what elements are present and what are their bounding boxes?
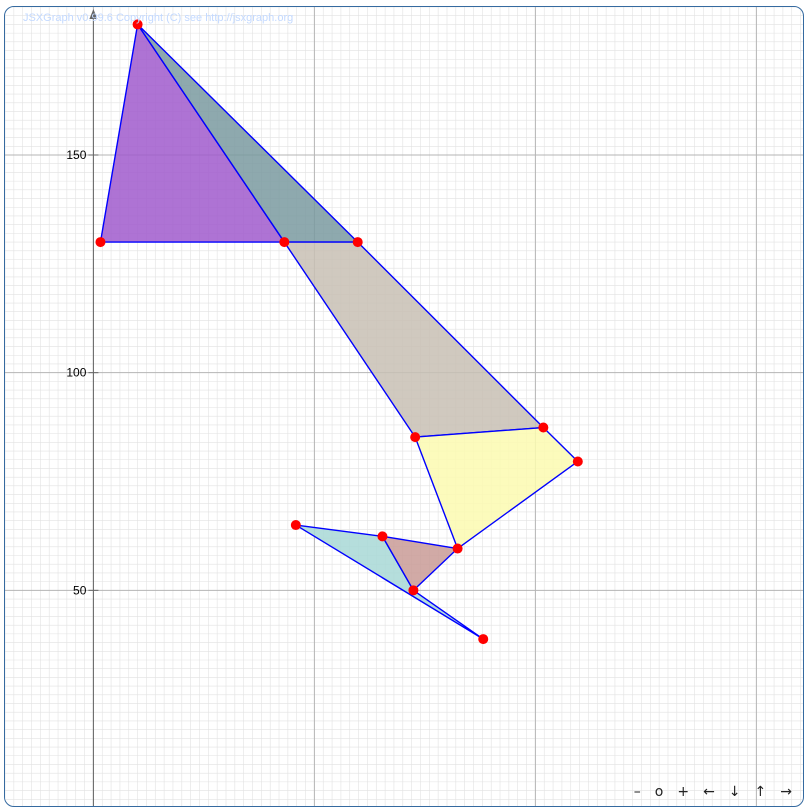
point-l[interactable] bbox=[408, 585, 419, 596]
polygons bbox=[99, 23, 579, 640]
pan-down-button[interactable]: ↓ bbox=[728, 784, 741, 800]
zoom-in-button[interactable]: + bbox=[677, 784, 690, 800]
point-c[interactable] bbox=[279, 237, 290, 248]
point-d[interactable] bbox=[352, 237, 363, 248]
purple-triangle bbox=[99, 23, 286, 243]
rose-triangle bbox=[381, 535, 459, 592]
point-g[interactable] bbox=[572, 456, 583, 467]
point-f[interactable] bbox=[538, 422, 549, 433]
axes: 50 100 150 bbox=[66, 9, 99, 806]
point-h[interactable] bbox=[452, 543, 463, 554]
zoom-reset-button[interactable]: o bbox=[654, 784, 664, 800]
navigation-bar: – o + ← ↓ ↑ → bbox=[631, 784, 795, 800]
point-j[interactable] bbox=[290, 520, 301, 531]
jsxgraph-board[interactable]: 50 100 150 JSXGraph v0.99.6 Copyright (C) … bbox=[4, 6, 804, 807]
y-tick-label: 100 bbox=[66, 366, 86, 380]
yellow-quadrilateral bbox=[414, 426, 579, 550]
point-b[interactable] bbox=[95, 237, 106, 248]
y-tick-label: 150 bbox=[66, 148, 86, 162]
point-a[interactable] bbox=[132, 19, 143, 30]
point-i[interactable] bbox=[377, 531, 388, 542]
points[interactable] bbox=[95, 19, 583, 645]
y-axis-arrow-icon bbox=[89, 9, 98, 19]
y-tick-label: 50 bbox=[73, 583, 87, 597]
point-k[interactable] bbox=[478, 634, 489, 645]
pan-up-button[interactable]: ↑ bbox=[754, 784, 767, 800]
pan-right-button[interactable]: → bbox=[780, 784, 792, 800]
zoom-out-button[interactable]: – bbox=[633, 784, 641, 800]
copyright-text: JSXGraph v0.99.6 Copyright (C) see http:… bbox=[23, 12, 294, 24]
geometry-canvas[interactable]: 50 100 150 bbox=[5, 7, 804, 807]
pan-left-button[interactable]: ← bbox=[703, 784, 715, 800]
minor-grid bbox=[5, 7, 803, 806]
point-e[interactable] bbox=[410, 432, 421, 443]
